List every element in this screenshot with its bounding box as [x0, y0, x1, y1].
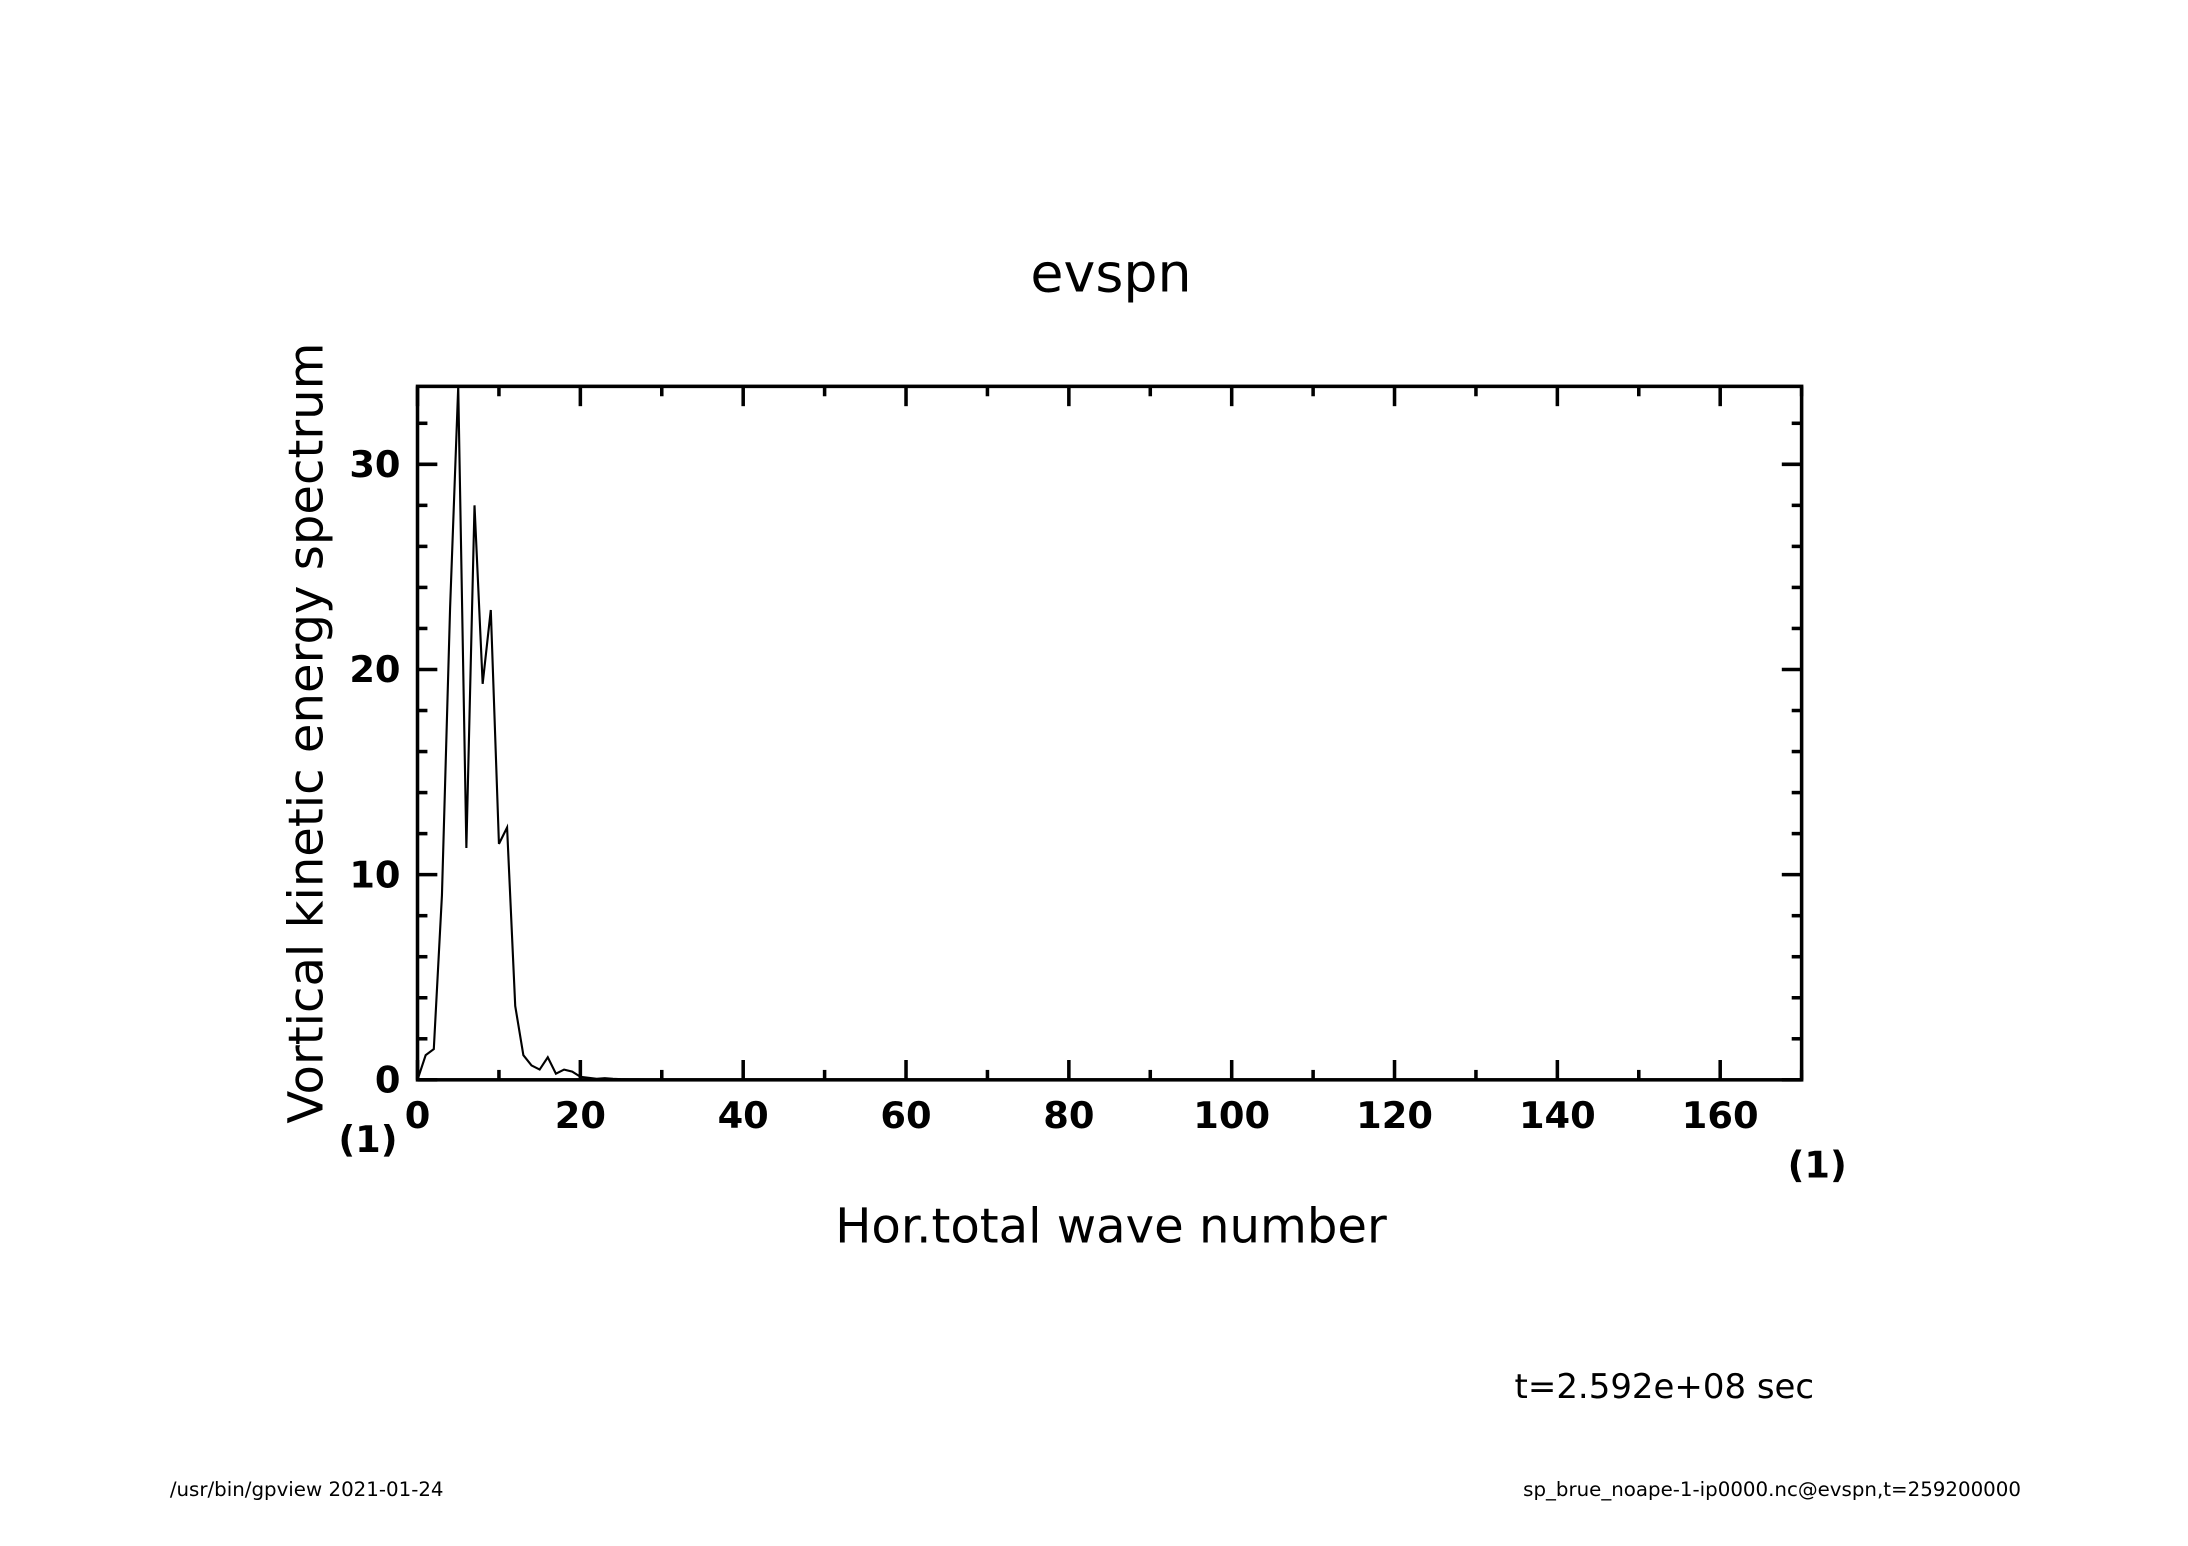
x-tick-label: 40	[718, 1094, 769, 1137]
x-tick-label: 20	[555, 1094, 606, 1137]
y-tick-label: 10	[349, 853, 400, 896]
x-tick-label: 0	[405, 1094, 431, 1137]
x-tick-label: 140	[1519, 1094, 1596, 1137]
x-tick-label: 60	[880, 1094, 931, 1137]
plot-frame	[415, 384, 1804, 1082]
x-tick-label: 120	[1356, 1094, 1433, 1137]
x-axis-label: Hor.total wave number	[835, 1199, 1387, 1255]
x-tick-label: 80	[1043, 1094, 1094, 1137]
footer-right: sp_brue_noape-1-ip0000.nc@evspn,t=259200…	[1523, 1478, 2021, 1501]
footer-left: /usr/bin/gpview 2021-01-24	[170, 1478, 444, 1501]
y-axis-label: Vortical kinetic energy spectrum	[279, 343, 335, 1124]
y-unit: (1)	[338, 1118, 397, 1161]
y-tick-label: 0	[375, 1059, 401, 1102]
chart-title: evspn	[1030, 242, 1191, 305]
x-tick-label: 100	[1193, 1094, 1270, 1137]
time-annotation: t=2.592e+08 sec	[1515, 1367, 1815, 1407]
x-tick-label: 160	[1682, 1094, 1759, 1137]
y-tick-label: 20	[349, 648, 400, 691]
x-unit: (1)	[1788, 1143, 1847, 1186]
y-tick-label: 30	[349, 443, 400, 486]
data-line	[416, 386, 662, 1081]
